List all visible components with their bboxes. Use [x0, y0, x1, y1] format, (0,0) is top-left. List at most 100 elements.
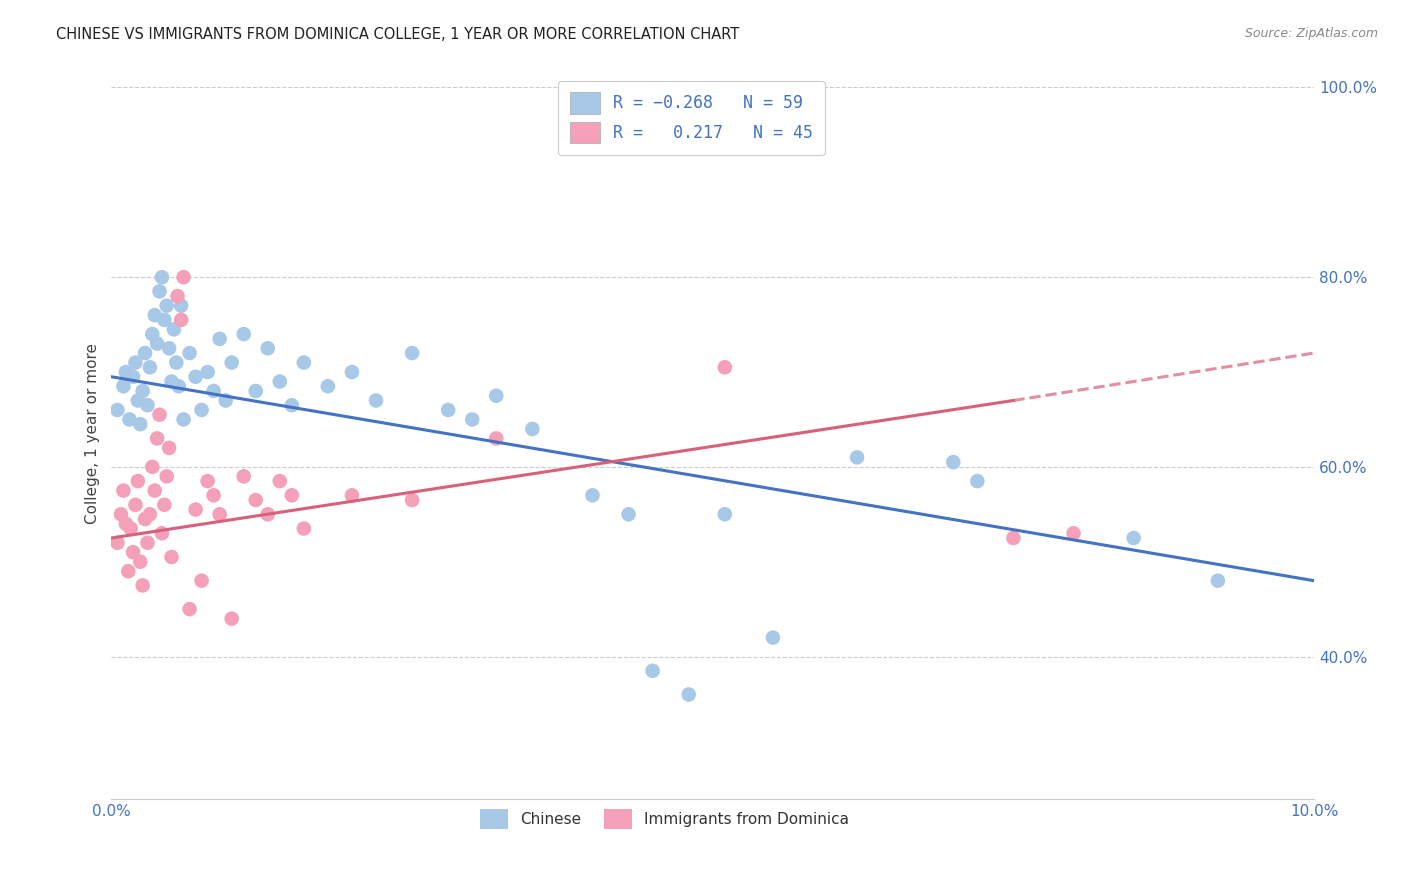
Point [134, 346, 156, 360]
Point [131, 384, 153, 398]
Point [136, 398, 159, 412]
Point [966, 474, 988, 488]
Point [245, 493, 267, 508]
Point [134, 512, 156, 526]
Point [143, 483, 166, 498]
Point [437, 403, 460, 417]
Point [190, 574, 212, 588]
Point [256, 508, 278, 522]
Point [197, 474, 219, 488]
Point [157, 441, 180, 455]
Point [215, 393, 238, 408]
Point [256, 341, 278, 355]
Point [202, 384, 225, 398]
Point [292, 522, 315, 536]
Point [173, 270, 195, 285]
Point [146, 336, 169, 351]
Point [202, 488, 225, 502]
Point [115, 365, 138, 379]
Point [167, 379, 190, 393]
Point [401, 346, 423, 360]
Point [141, 327, 163, 342]
Point [127, 474, 149, 488]
Point [141, 459, 163, 474]
Point [143, 308, 166, 322]
Legend: Chinese, Immigrants from Dominica: Chinese, Immigrants from Dominica [474, 803, 855, 835]
Point [139, 508, 162, 522]
Point [107, 403, 129, 417]
Point [131, 578, 153, 592]
Point [122, 369, 145, 384]
Point [846, 450, 869, 465]
Y-axis label: College, 1 year or more: College, 1 year or more [86, 343, 100, 524]
Point [281, 398, 304, 412]
Point [170, 299, 193, 313]
Point [157, 341, 180, 355]
Point [127, 393, 149, 408]
Point [1122, 531, 1144, 545]
Point [245, 384, 267, 398]
Point [461, 412, 484, 426]
Point [221, 355, 243, 369]
Point [269, 375, 291, 389]
Point [232, 327, 254, 342]
Point [160, 375, 183, 389]
Point [129, 555, 152, 569]
Point [117, 564, 139, 578]
Point [173, 412, 195, 426]
Point [118, 412, 141, 426]
Point [115, 516, 138, 531]
Point [208, 332, 231, 346]
Point [184, 369, 207, 384]
Point [124, 355, 146, 369]
Point [148, 285, 170, 299]
Point [281, 488, 304, 502]
Point [165, 355, 187, 369]
Point [485, 389, 508, 403]
Point [269, 474, 291, 488]
Point [170, 313, 193, 327]
Point [136, 535, 159, 549]
Point [713, 360, 735, 375]
Point [292, 355, 315, 369]
Point [762, 631, 785, 645]
Point [364, 393, 387, 408]
Point [340, 488, 363, 502]
Point [179, 602, 201, 616]
Point [678, 688, 700, 702]
Point [581, 488, 603, 502]
Point [163, 322, 186, 336]
Point [197, 365, 219, 379]
Point [107, 535, 129, 549]
Point [1002, 531, 1025, 545]
Point [139, 360, 162, 375]
Text: Source: ZipAtlas.com: Source: ZipAtlas.com [1244, 27, 1378, 40]
Point [150, 526, 173, 541]
Point [156, 299, 179, 313]
Point [340, 365, 363, 379]
Point [184, 502, 207, 516]
Point [156, 469, 179, 483]
Point [221, 612, 243, 626]
Point [153, 313, 176, 327]
Text: CHINESE VS IMMIGRANTS FROM DOMINICA COLLEGE, 1 YEAR OR MORE CORRELATION CHART: CHINESE VS IMMIGRANTS FROM DOMINICA COLL… [56, 27, 740, 42]
Point [1206, 574, 1229, 588]
Point [190, 403, 212, 417]
Point [208, 508, 231, 522]
Point [232, 469, 254, 483]
Point [110, 508, 132, 522]
Point [713, 508, 735, 522]
Point [1063, 526, 1085, 541]
Point [153, 498, 176, 512]
Point [148, 408, 170, 422]
Point [120, 522, 142, 536]
Point [942, 455, 965, 469]
Point [146, 431, 169, 445]
Point [617, 508, 640, 522]
Point [179, 346, 201, 360]
Point [122, 545, 145, 559]
Point [641, 664, 664, 678]
Point [485, 431, 508, 445]
Point [522, 422, 544, 436]
Point [112, 483, 135, 498]
